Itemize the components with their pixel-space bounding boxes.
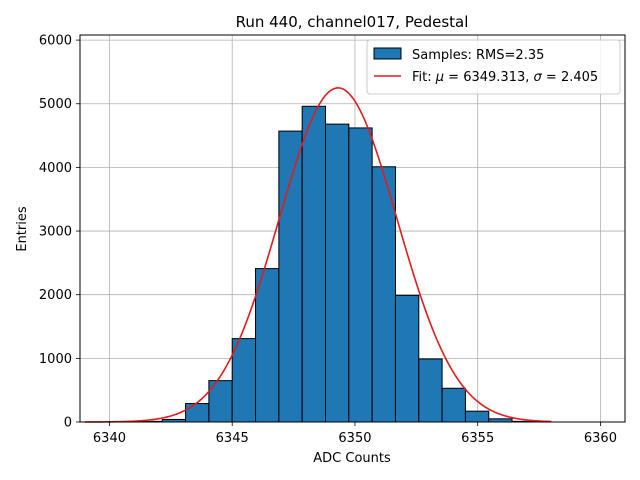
y-tick-label: 6000 — [39, 34, 72, 49]
histogram-bar — [255, 268, 280, 423]
x-tick-label: 6350 — [338, 431, 371, 446]
x-axis-ticks: 6340 6345 6350 6355 6360 — [93, 422, 617, 446]
y-tick-label: 3000 — [39, 225, 72, 240]
chart-title: Run 440, channel017, Pedestal — [236, 13, 469, 31]
histogram-bar — [418, 358, 443, 423]
y-tick-label: 4000 — [39, 161, 72, 176]
x-tick-label: 6360 — [584, 431, 617, 446]
y-tick-label: 2000 — [39, 288, 72, 303]
histogram-bars — [138, 105, 536, 423]
y-axis-label: Entries — [15, 206, 30, 252]
legend-samples-label: Samples: RMS=2.35 — [412, 48, 544, 63]
fit-mu-value: 6349.313 — [463, 70, 525, 85]
legend-samples-swatch — [373, 47, 402, 60]
fit-separator: , — [525, 70, 533, 85]
x-tick-label: 6345 — [216, 431, 249, 446]
fit-sigma-symbol: σ — [534, 70, 543, 85]
y-tick-label: 1000 — [39, 352, 72, 367]
fit-prefix: Fit: — [412, 70, 436, 85]
fit-sigma-equals: = — [542, 70, 561, 85]
histogram-bar — [231, 338, 257, 423]
y-tick-label: 5000 — [39, 97, 72, 112]
x-tick-label: 6340 — [93, 431, 126, 446]
plot-frame — [79, 34, 626, 423]
histogram-bar — [394, 294, 420, 423]
histogram-bar — [324, 123, 350, 423]
histogram-bar — [348, 127, 373, 423]
histogram-bar — [441, 387, 466, 423]
y-axis-ticks: 0 1000 2000 3000 4000 5000 6000 — [39, 34, 80, 431]
x-axis-label: ADC Counts — [313, 451, 391, 466]
fit-sigma-value: 2.405 — [561, 70, 598, 85]
fit-mu-equals: = — [444, 70, 463, 85]
fit-mu-symbol: μ — [435, 70, 444, 85]
legend-box — [366, 39, 621, 95]
histogram-bar — [278, 130, 303, 423]
histogram-bar — [464, 410, 490, 423]
y-tick-label: 0 — [64, 416, 72, 431]
histogram-bar — [371, 166, 396, 423]
legend: Samples: RMS=2.35 Fit: μ = 6349.313, σ =… — [366, 39, 621, 95]
legend-fit-label: Fit: μ = 6349.313, σ = 2.405 — [412, 70, 598, 85]
x-tick-label: 6355 — [461, 431, 494, 446]
histogram-bar — [301, 105, 326, 423]
fit-curve-line — [84, 87, 552, 423]
histogram-bar — [185, 403, 210, 423]
